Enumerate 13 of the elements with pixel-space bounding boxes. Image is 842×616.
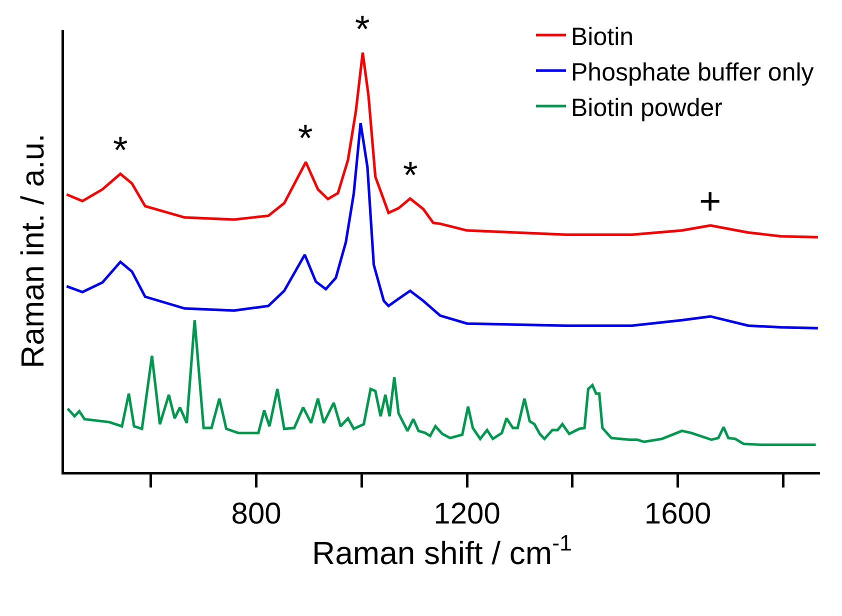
y-axis-title: Raman int. / a.u. xyxy=(14,134,51,368)
annotation: * xyxy=(298,118,313,160)
x-axis-title: Raman shift / cm$^{-1}$ xyxy=(312,530,572,571)
x-tick-label: 800 xyxy=(231,498,282,530)
legend-label: Biotin powder xyxy=(571,94,722,122)
legend-label: Phosphate buffer only xyxy=(571,58,814,86)
x-tick-label: 1600 xyxy=(644,498,712,530)
annotation: * xyxy=(113,130,128,172)
annotation: + xyxy=(699,181,722,223)
legend-label: Biotin xyxy=(571,22,634,51)
x-tick-label: 1200 xyxy=(434,498,500,530)
annotation: * xyxy=(403,155,418,197)
annotation: * xyxy=(355,9,370,51)
